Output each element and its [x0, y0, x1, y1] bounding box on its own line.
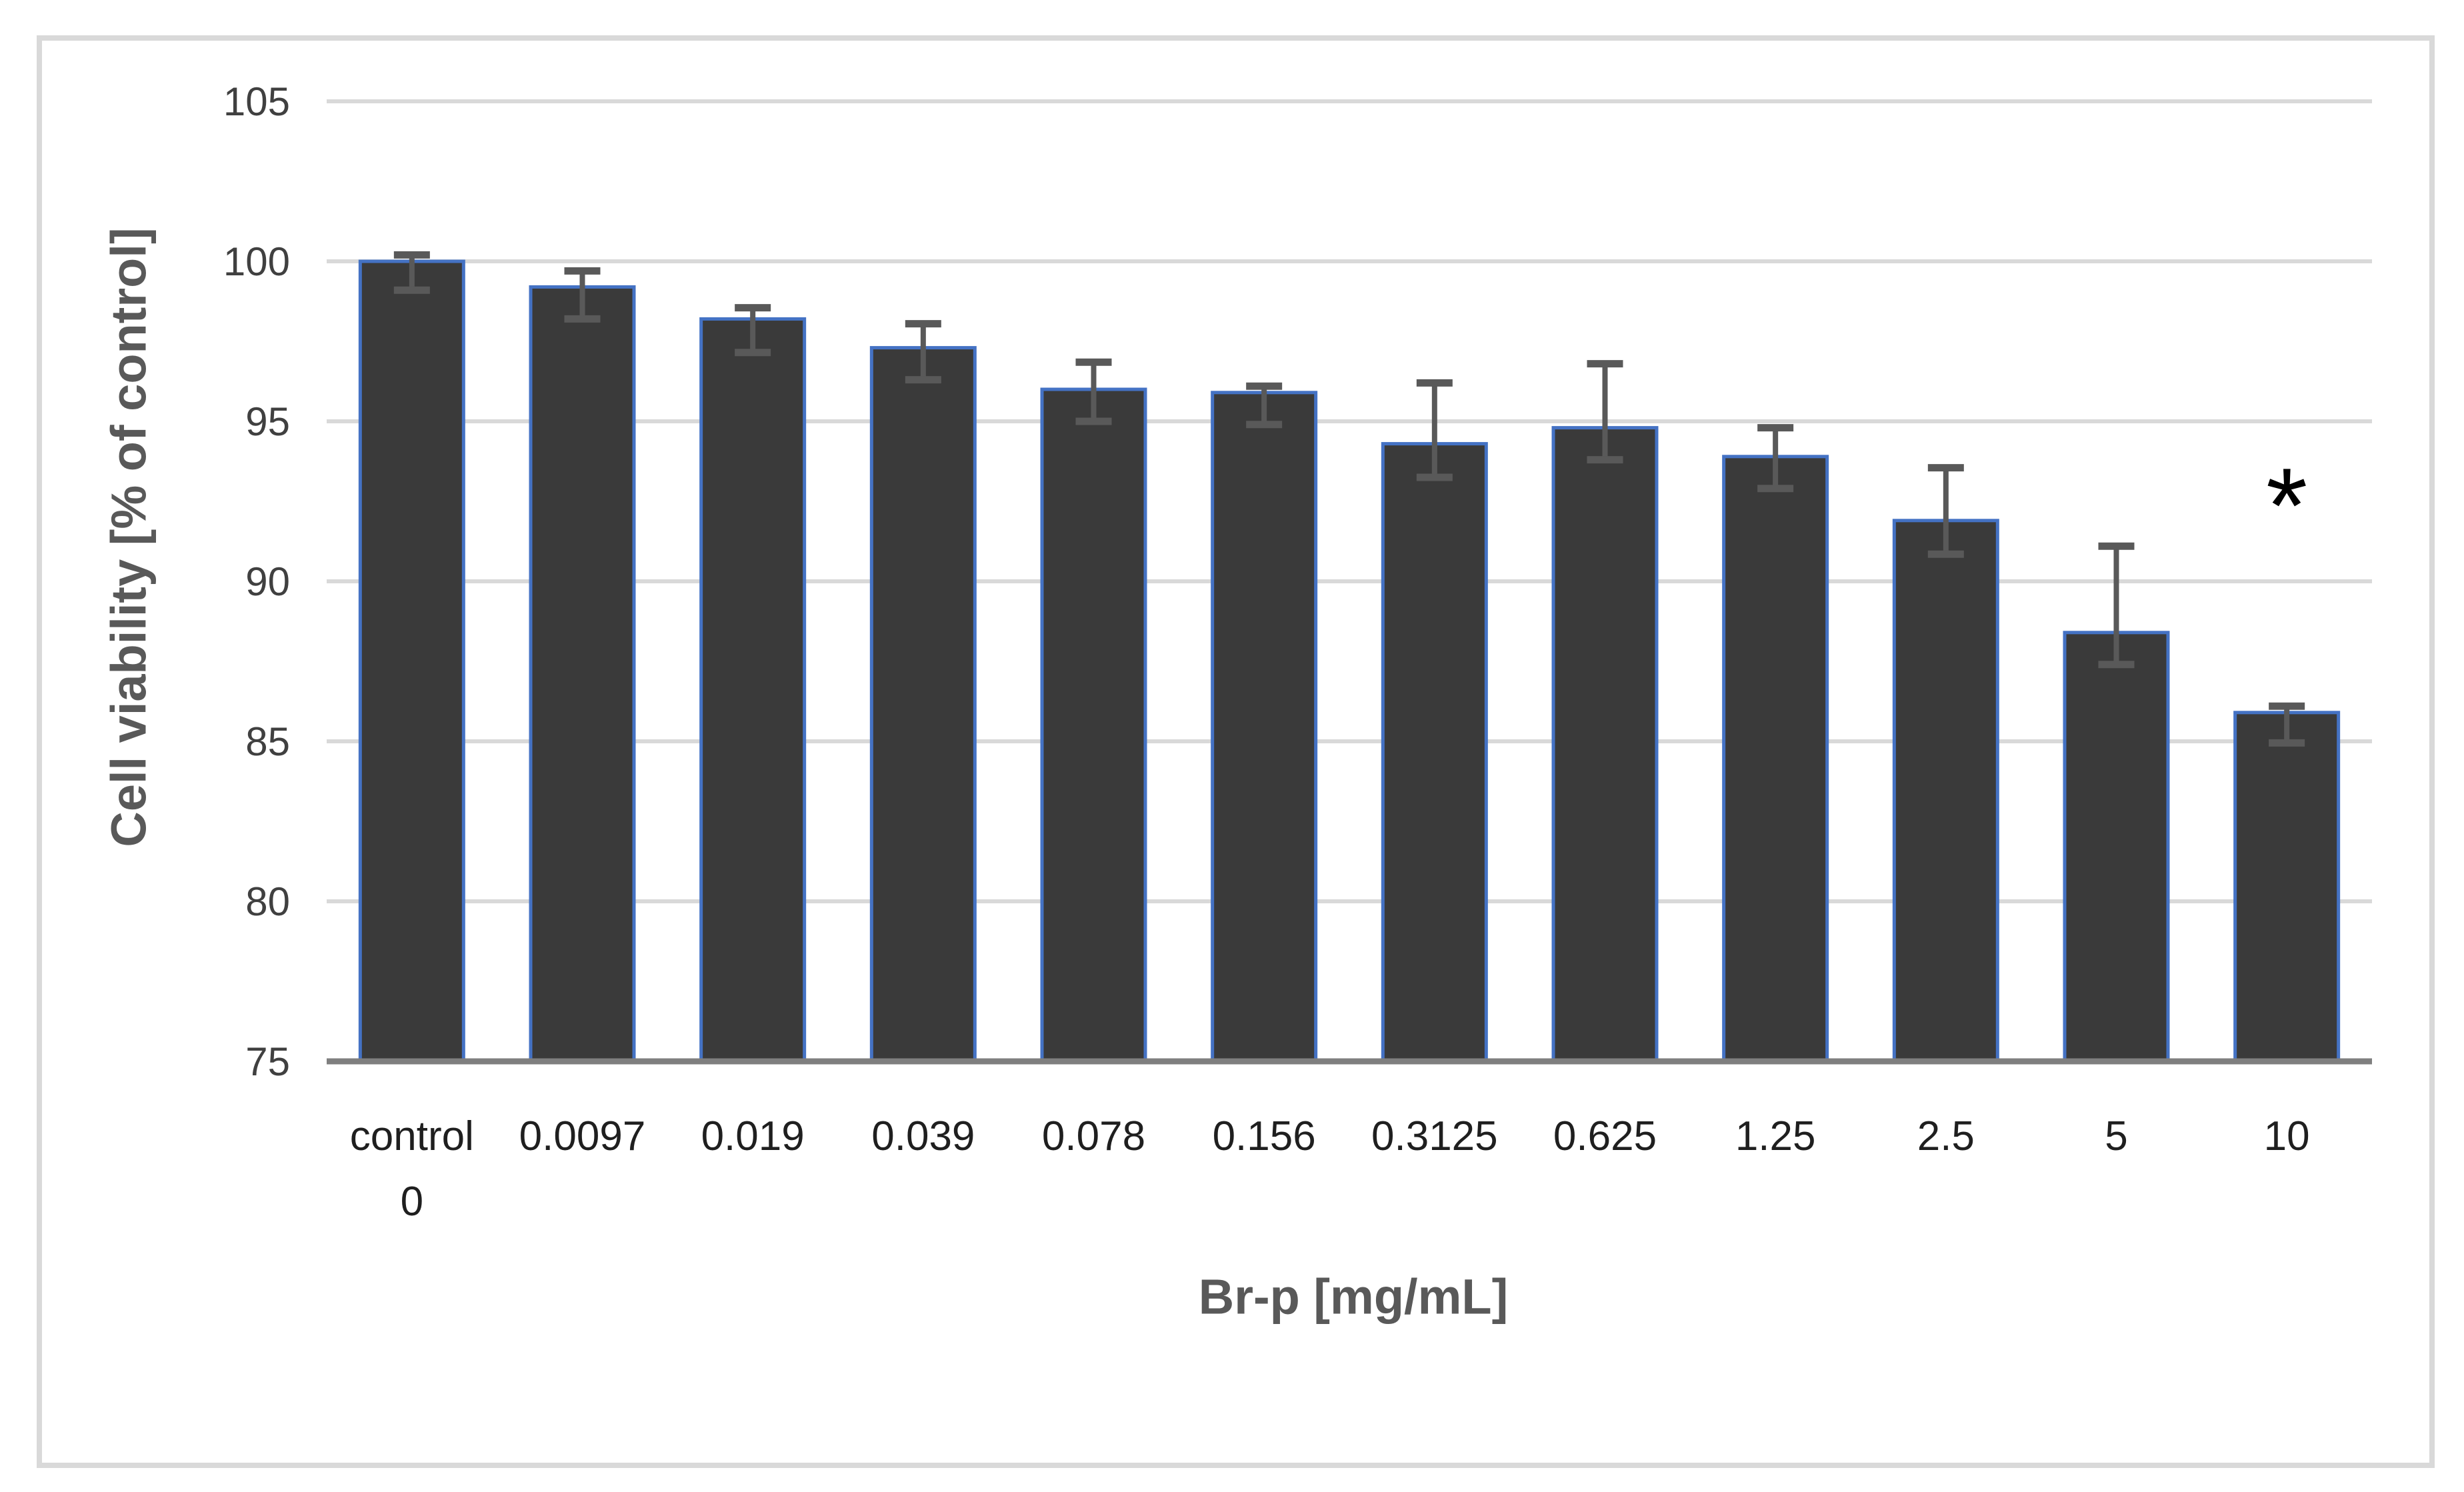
x-tick-label-8: 1.25 [1735, 1113, 1816, 1159]
bar-10 [2063, 631, 2170, 1063]
bar-1 [529, 285, 636, 1063]
x-tick-label-2: 0.019 [701, 1113, 805, 1159]
y-tick-label-100: 100 [223, 239, 290, 284]
x-tick-label-0: control 0 [350, 1113, 474, 1225]
x-tick-label-6: 0.3125 [1371, 1113, 1498, 1159]
bar-11 [2233, 711, 2341, 1063]
bar-7 [1551, 426, 1659, 1063]
x-tick-label-10: 5 [2105, 1113, 2127, 1159]
bar-4 [1040, 387, 1147, 1063]
bar-0 [358, 259, 465, 1063]
bar-6 [1381, 442, 1488, 1063]
x-tick-label-3: 0.039 [871, 1113, 975, 1159]
y-tick-label-105: 105 [223, 79, 290, 124]
x-tick-label-7: 0.625 [1553, 1113, 1657, 1159]
x-tick-label-9: 2.5 [1917, 1113, 1975, 1159]
y-tick-label-95: 95 [245, 399, 290, 444]
x-tick-label-1: 0.0097 [519, 1113, 646, 1159]
bar-3 [869, 346, 977, 1063]
bar-2 [699, 317, 807, 1063]
y-tick-label-85: 85 [245, 719, 290, 764]
y-axis-title: Cell viability [% of control] [101, 227, 157, 847]
y-tick-label-75: 75 [245, 1039, 290, 1084]
significance-asterisk: * [2266, 445, 2308, 565]
x-axis-title: Br-p [mg/mL] [1198, 1269, 1509, 1325]
y-tick-label-90: 90 [245, 559, 290, 604]
x-tick-label-4: 0.078 [1042, 1113, 1145, 1159]
bar-9 [1892, 519, 1999, 1063]
bar-8 [1722, 455, 1829, 1063]
x-tick-label-5: 0.156 [1213, 1113, 1316, 1159]
x-tick-label-11: 10 [2264, 1113, 2310, 1159]
y-tick-label-80: 80 [245, 879, 290, 924]
bar-5 [1211, 391, 1318, 1063]
